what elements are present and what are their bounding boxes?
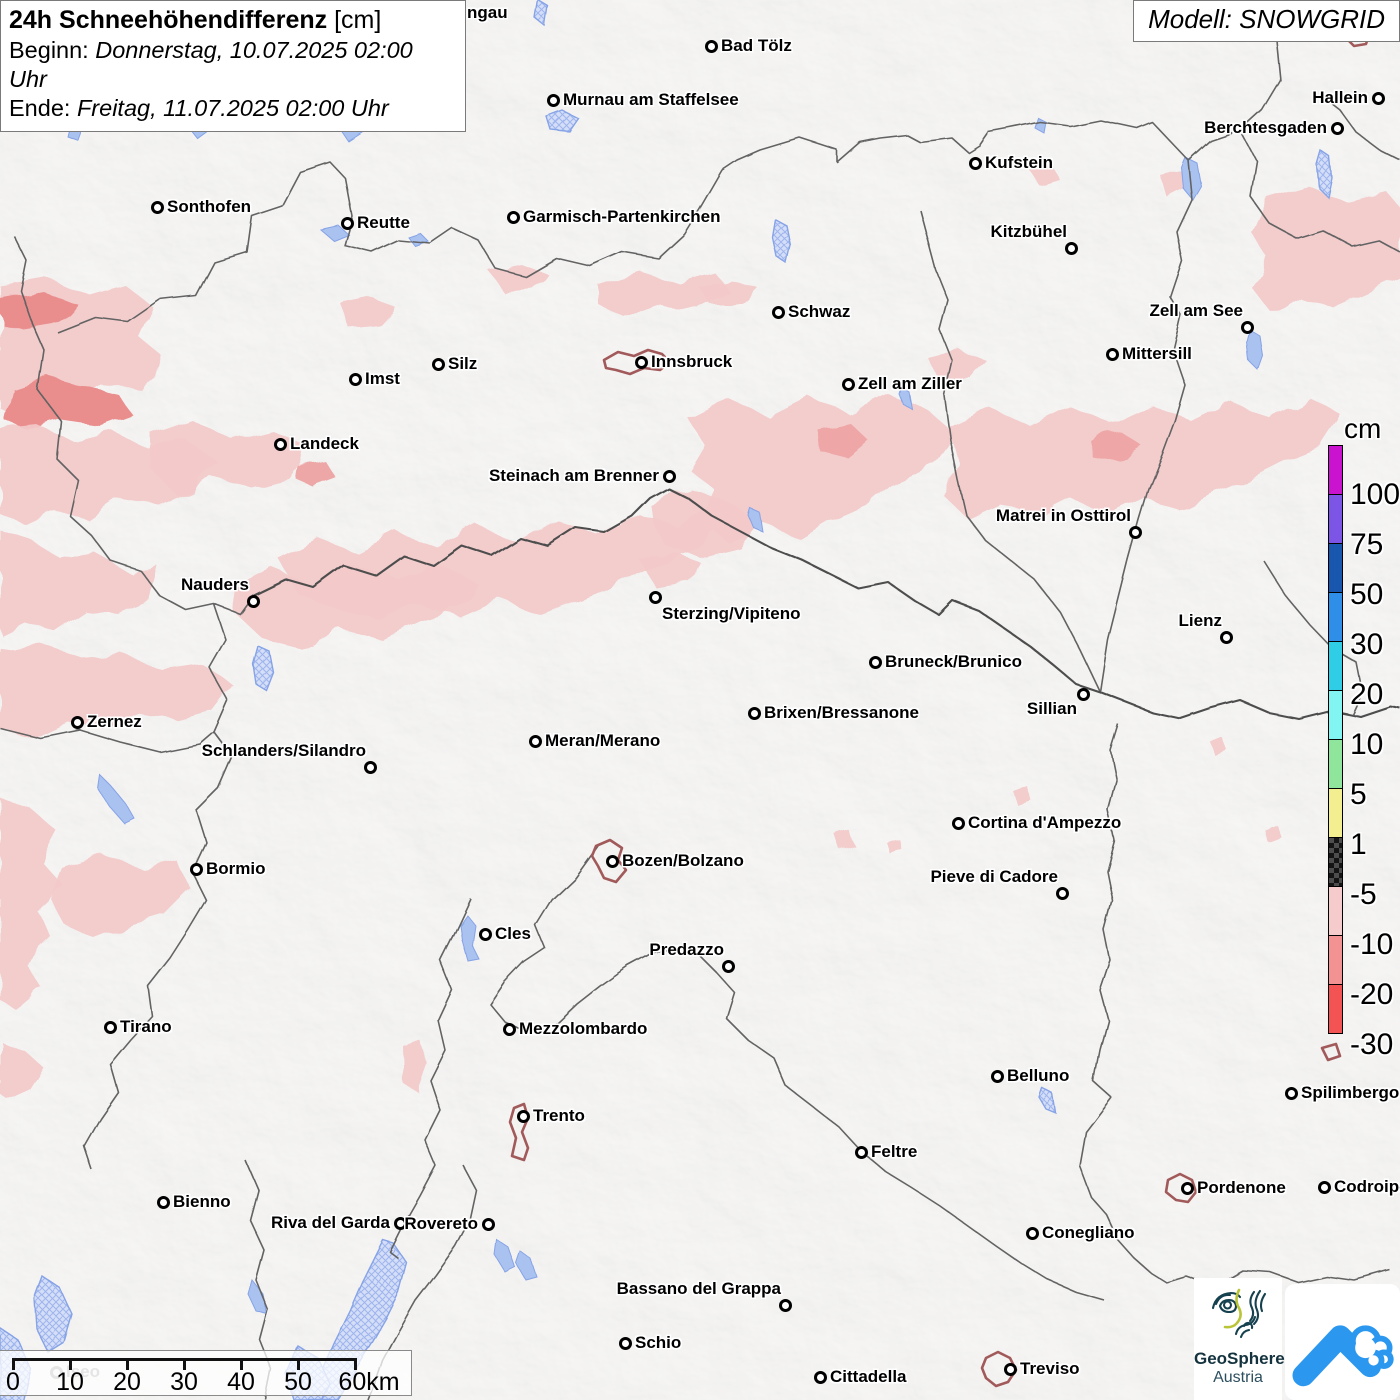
legend-tick-label: 75 — [1350, 528, 1384, 561]
legend-segment — [1328, 690, 1343, 740]
legend-tick-label: -20 — [1350, 978, 1394, 1011]
legend-segment — [1328, 739, 1343, 789]
scale-bar-label: 50 — [284, 1368, 312, 1396]
legend-segment — [1328, 543, 1343, 593]
begin-label: Beginn: — [9, 37, 89, 63]
scale-bar-label: 30 — [170, 1368, 198, 1396]
legend-tick-label: -30 — [1350, 1028, 1394, 1061]
scale-bar-label: 20 — [113, 1368, 141, 1396]
legend-segment — [1328, 788, 1343, 838]
legend-segment — [1328, 592, 1343, 642]
model-box: Modell: SNOWGRID — [1133, 0, 1400, 42]
scale-bar-label: 10 — [56, 1368, 84, 1396]
begin-value: Donnerstag, 10.07.2025 02:00 Uhr — [9, 37, 413, 92]
scale-bar: 0 10 20 30 40 50 60km — [0, 1350, 412, 1396]
scale-bar-tick — [12, 1358, 15, 1370]
scale-bar-tick — [240, 1358, 243, 1370]
legend-tick-label: -5 — [1350, 878, 1377, 911]
legend-tick-label: 10 — [1350, 728, 1384, 761]
model-label: Modell: SNOWGRID — [1148, 4, 1385, 34]
legend-tick-label: 1 — [1350, 828, 1367, 861]
scale-bar-label: 40 — [227, 1368, 255, 1396]
legend-tick-label: -10 — [1350, 928, 1394, 961]
legend-tick-label: 50 — [1350, 578, 1384, 611]
end-label: Ende: — [9, 95, 71, 121]
geosphere-logo-mark — [1211, 1288, 1267, 1339]
legend-tick-label: 20 — [1350, 678, 1384, 711]
legend-segment — [1328, 837, 1343, 887]
legend-unit-label: cm — [1344, 413, 1382, 444]
legend-segment — [1328, 494, 1343, 544]
scale-bar-tick — [354, 1358, 357, 1370]
end-value: Freitag, 11.07.2025 02:00 Uhr — [76, 95, 389, 121]
geosphere-logo: GeoSphere Austria — [1194, 1278, 1285, 1400]
legend-tick-label: 30 — [1350, 628, 1384, 661]
legend-segment — [1328, 886, 1343, 936]
legend-tick-label: 5 — [1350, 778, 1367, 811]
legend-segment — [1328, 641, 1343, 691]
scale-bar-label: 60km — [338, 1368, 400, 1396]
legend-segment — [1328, 445, 1343, 495]
page-title: 24h Schneehöhendifferenz — [9, 6, 328, 34]
geosphere-country: Austria — [1213, 1369, 1263, 1386]
snow-partner-logo — [1285, 1284, 1400, 1400]
scale-bar-tick — [183, 1358, 186, 1370]
scale-bar-label: 0 — [6, 1368, 20, 1396]
legend-colorbar — [1328, 445, 1343, 1034]
snow-difference-areas — [0, 163, 1400, 1100]
legend-segment — [1328, 935, 1343, 985]
scale-bar-tick — [126, 1358, 129, 1370]
title-box: 24h Schneehöhendifferenz [cm] Beginn: Do… — [0, 0, 466, 132]
page-title-unit: [cm] — [334, 6, 382, 34]
scale-bar-tick — [69, 1358, 72, 1370]
legend-segment — [1328, 984, 1343, 1034]
scale-bar-tick — [297, 1358, 300, 1370]
legend-tick-label: 100 — [1350, 478, 1400, 511]
mountain-cloud-icon — [1292, 1325, 1394, 1387]
geosphere-name: GeoSphere — [1194, 1349, 1285, 1368]
